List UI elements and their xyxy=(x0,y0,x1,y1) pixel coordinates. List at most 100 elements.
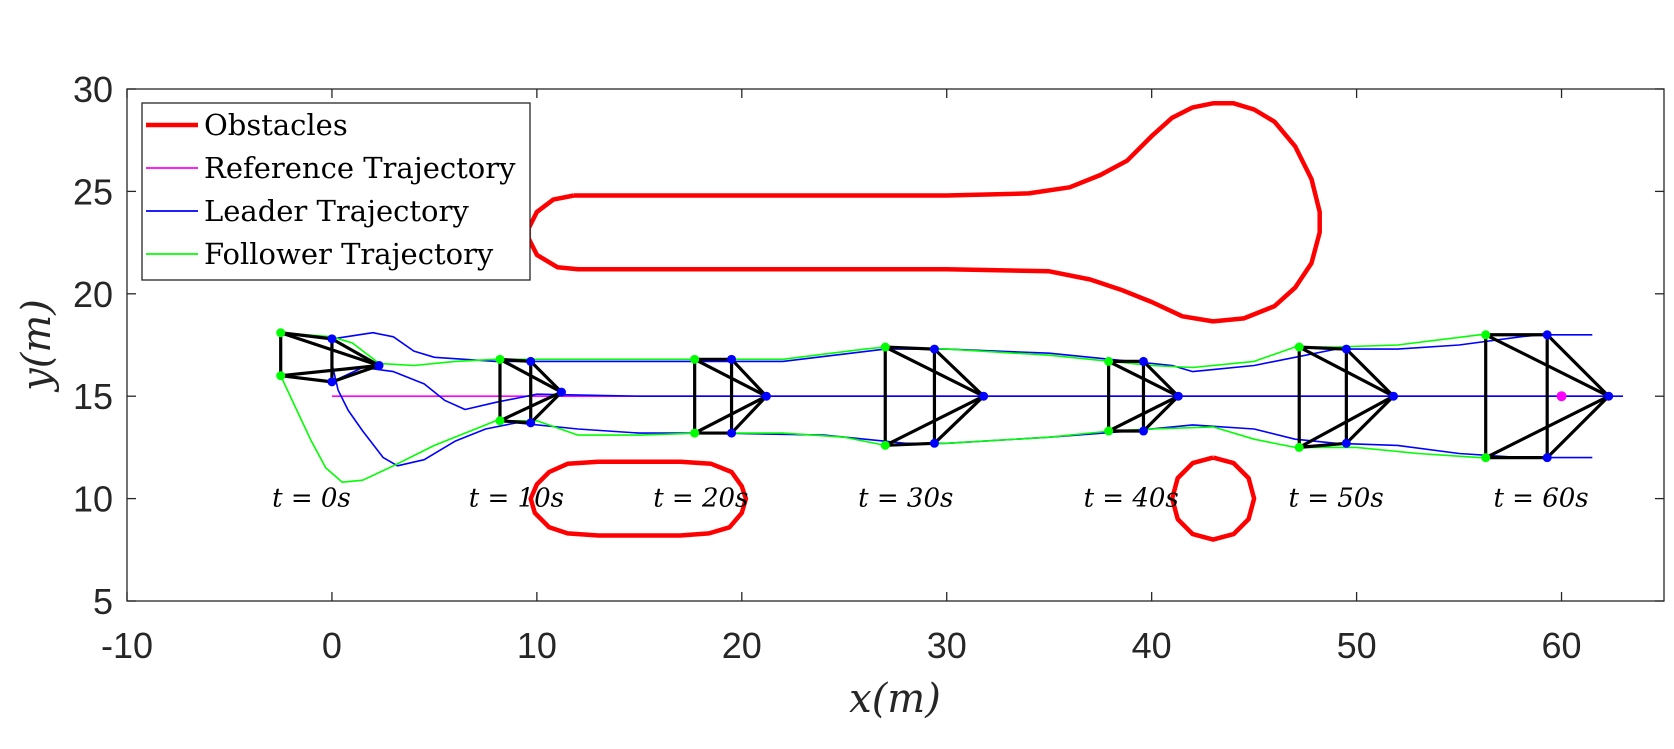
x-tick-label: 40 xyxy=(1132,625,1172,666)
follower-vehicle-marker xyxy=(276,371,286,381)
leader-vehicle-marker xyxy=(727,428,737,438)
formation-edge-t20 xyxy=(729,394,768,435)
legend-label: Follower Trajectory xyxy=(204,237,494,271)
formation-edge-t0 xyxy=(279,374,334,384)
formation-edge-t0 xyxy=(330,337,381,368)
time-label: t = 40s xyxy=(1084,484,1179,514)
leader-trajectory-line xyxy=(331,366,1623,411)
reference-point-marker xyxy=(1556,391,1567,402)
leader-vehicle-marker xyxy=(374,360,384,370)
obstacle-keyhole xyxy=(526,101,1322,324)
follower-vehicle-marker xyxy=(1294,442,1304,452)
y-tick-label: 15 xyxy=(73,376,113,417)
formation-edge-t60 xyxy=(1545,333,1611,398)
formation-edge-t30 xyxy=(932,394,986,445)
y-tick-label: 5 xyxy=(93,581,113,622)
follower-vehicle-marker xyxy=(690,428,700,438)
obstacle-circle xyxy=(1169,455,1257,542)
leader-vehicle-marker xyxy=(1173,391,1183,401)
y-tick-label: 30 xyxy=(73,69,113,110)
leader-trajectory-line xyxy=(331,331,1593,373)
leader-vehicle-marker xyxy=(979,391,989,401)
leader-vehicle-marker xyxy=(1388,391,1398,401)
leader-vehicle-marker xyxy=(1138,426,1148,436)
legend-label: Obstacles xyxy=(204,108,348,142)
follower-vehicle-marker xyxy=(276,328,286,338)
leader-vehicle-marker xyxy=(526,418,536,428)
leader-vehicle-marker xyxy=(1604,391,1614,401)
obstacles-layer xyxy=(526,101,1322,542)
x-tick-label: 10 xyxy=(517,625,557,666)
leader-vehicle-marker xyxy=(929,438,939,448)
formation-edge-t20 xyxy=(693,394,768,435)
time-label: t = 30s xyxy=(858,484,953,514)
follower-vehicle-marker xyxy=(880,342,890,352)
time-label: t = 10s xyxy=(469,484,564,514)
x-tick-label: -10 xyxy=(101,625,153,666)
formation-edge-t10 xyxy=(498,419,533,425)
formation-edge-t50 xyxy=(1297,394,1396,449)
follower-vehicle-marker xyxy=(1481,330,1491,340)
formation-edge-t30 xyxy=(932,347,986,398)
formation-edge-t0 xyxy=(279,363,381,378)
legend-label: Leader Trajectory xyxy=(204,194,469,228)
leader-vehicle-marker xyxy=(761,391,771,401)
time-label: t = 60s xyxy=(1493,484,1588,514)
formation-edge-t0 xyxy=(279,331,381,368)
x-tick-label: 20 xyxy=(722,625,762,666)
leader-vehicle-marker xyxy=(556,387,566,397)
leader-vehicle-marker xyxy=(327,334,337,344)
time-labels-layer: t = 0s t = 10s t = 20s t = 30s t = 40s t = 50… xyxy=(272,484,1589,514)
leader-vehicle-marker xyxy=(929,344,939,354)
formation-edge-t40 xyxy=(1107,394,1180,433)
formation-edge-t40 xyxy=(1107,359,1180,398)
formation-edge-t30 xyxy=(883,394,986,447)
legend-box xyxy=(141,102,531,281)
formation-edge-t30 xyxy=(883,441,937,447)
formation-edge-t50 xyxy=(1297,345,1396,398)
x-axis-label: x(m) xyxy=(849,676,941,722)
formation-edge-t60 xyxy=(1484,333,1611,398)
y-tick-label: 20 xyxy=(73,274,113,315)
leader-vehicle-marker xyxy=(1138,356,1148,366)
leader-vehicle-marker xyxy=(1542,330,1552,340)
follower-vehicle-marker xyxy=(880,440,890,450)
follower-vehicle-marker xyxy=(690,354,700,364)
formation-edge-t0 xyxy=(279,331,334,341)
formation-edge-t10 xyxy=(529,359,564,394)
leader-vehicle-marker xyxy=(1542,453,1552,463)
legend: Obstacles Reference Trajectory Leader Traj… xyxy=(141,102,531,281)
follower-vehicle-marker xyxy=(1104,426,1114,436)
formation-edge-t40 xyxy=(1141,359,1180,398)
follower-trajectory-line xyxy=(279,375,1552,484)
formation-edge-t40 xyxy=(1141,394,1180,433)
y-tick-label: 25 xyxy=(73,171,113,212)
follower-vehicle-marker xyxy=(495,354,505,364)
time-label: t = 20s xyxy=(653,484,748,514)
formation-edge-t10 xyxy=(529,390,564,425)
legend-label: Reference Trajectory xyxy=(204,151,516,185)
leader-vehicle-marker xyxy=(727,354,737,364)
follower-vehicle-marker xyxy=(1481,453,1491,463)
axes-box xyxy=(126,88,1665,602)
formation-edge-t50 xyxy=(1344,347,1396,398)
leader-vehicle-marker xyxy=(526,356,536,366)
leader-vehicle-marker xyxy=(1341,344,1351,354)
formation-edge-t10 xyxy=(498,357,533,363)
x-tick-label: 60 xyxy=(1542,625,1582,666)
formation-edge-t30 xyxy=(883,345,937,351)
formation-edge-t60 xyxy=(1484,394,1611,460)
follower-vehicle-marker xyxy=(1104,356,1114,366)
y-axis-label: y(m) xyxy=(14,299,60,393)
leader-vehicle-marker xyxy=(1341,438,1351,448)
formation-edge-t20 xyxy=(729,357,768,398)
x-tick-label: 0 xyxy=(322,625,342,666)
formation-edge-t20 xyxy=(693,357,768,398)
obstacle-rounded-rect xyxy=(528,459,749,538)
formation-edge-t30 xyxy=(883,345,986,398)
x-tick-label: 30 xyxy=(927,625,967,666)
formation-edge-t50 xyxy=(1297,441,1348,449)
formation-edge-t10 xyxy=(498,390,564,423)
formation-edge-t50 xyxy=(1297,345,1348,351)
